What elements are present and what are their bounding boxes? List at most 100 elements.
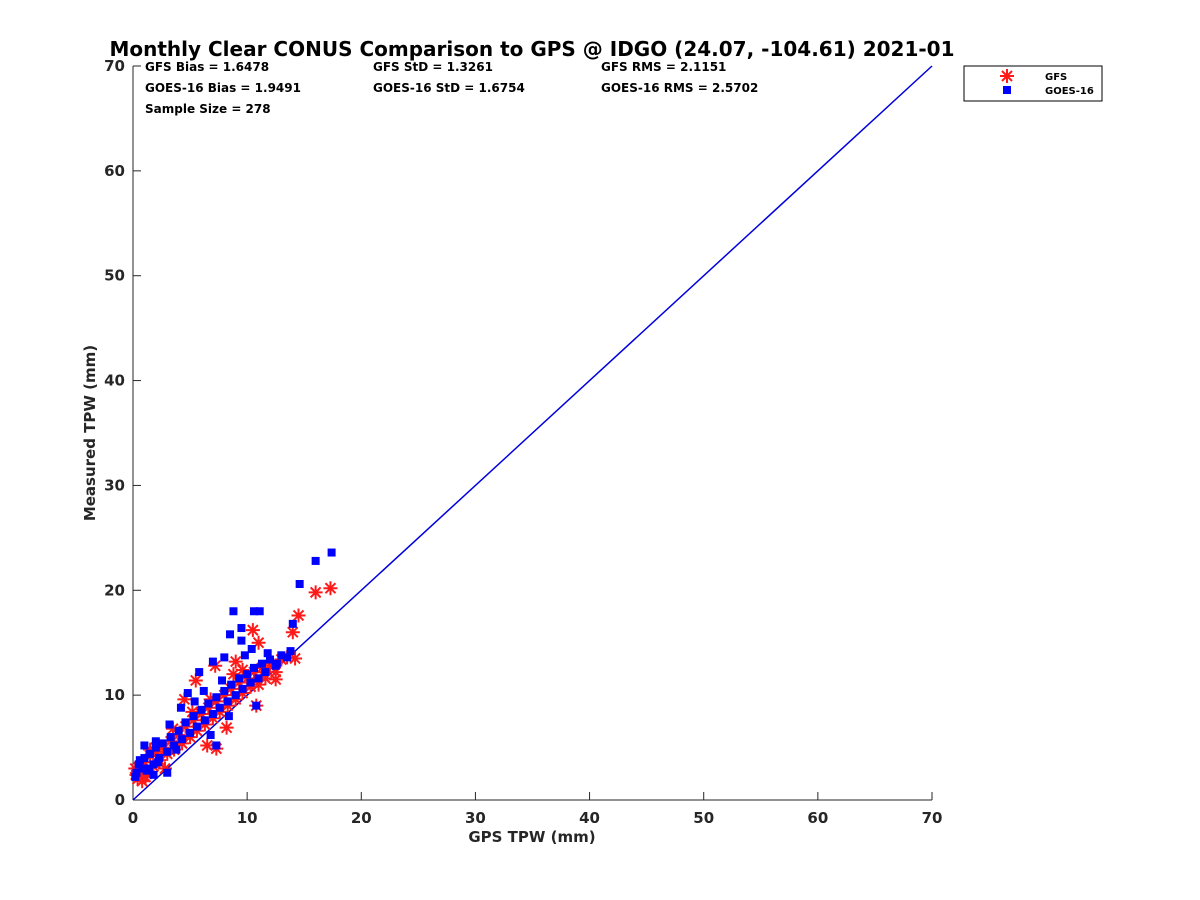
goes-16-point <box>144 764 153 773</box>
goes-16-point <box>163 768 172 777</box>
goes-16-point <box>212 693 221 702</box>
stat-gfs-rms: GFS RMS = 2.1151 <box>601 60 726 74</box>
x-axis-label: GPS TPW (mm) <box>468 828 595 846</box>
goes-16-point <box>149 760 158 769</box>
goes-16-point <box>257 659 266 668</box>
goes-16-point <box>227 680 236 689</box>
gfs-point <box>226 667 241 682</box>
gfs-point <box>189 723 204 738</box>
goes-16-point <box>237 636 246 645</box>
gfs-point <box>291 608 306 623</box>
gfs-point <box>217 688 232 703</box>
legend-box <box>963 65 1103 102</box>
gfs-point <box>228 654 243 669</box>
stat-gfs-std: GFS StD = 1.3261 <box>373 60 493 74</box>
x-tick-label: 70 <box>922 809 943 827</box>
goes-16-point <box>265 655 274 664</box>
goes-16-point <box>288 619 297 628</box>
goes-16-point <box>247 645 256 654</box>
goes-16-point <box>237 624 246 633</box>
stats-block: GFS Bias = 1.6478 GFS StD = 1.3261 GFS R… <box>145 60 758 116</box>
gfs-point <box>243 679 258 694</box>
goes-16-point <box>252 701 261 710</box>
goes-16-point <box>243 670 252 679</box>
legend-gfs-marker <box>1000 69 1014 83</box>
goes-16-point <box>249 663 258 672</box>
goes-16-point <box>263 649 272 658</box>
x-tick-label: 50 <box>693 809 714 827</box>
goes-16-point <box>197 705 206 714</box>
gfs-point <box>143 742 158 757</box>
goes-16-point <box>199 686 208 695</box>
goes-16-point <box>224 712 233 721</box>
goes-16-point <box>183 689 192 698</box>
gfs-point <box>209 694 224 709</box>
goes-16-point <box>229 607 238 616</box>
goes-16-point <box>208 657 217 666</box>
gfs-point <box>186 713 201 728</box>
gfs-point <box>219 720 234 735</box>
x-tick-label: 10 <box>237 809 258 827</box>
goes-16-point <box>215 703 224 712</box>
goes-16-point <box>140 754 149 763</box>
gfs-point <box>262 658 277 673</box>
legend-goes-label: GOES-16 <box>1045 86 1094 97</box>
plot-area: 0 10 20 30 40 50 60 70 0 10 20 30 40 50 60 70 <box>104 57 942 827</box>
goes-16-point <box>231 691 240 700</box>
gfs-point <box>200 738 215 753</box>
gfs-point <box>232 675 247 690</box>
goes-16-point <box>254 674 263 683</box>
gfs-point <box>138 769 153 784</box>
goes-16-point <box>286 647 295 656</box>
goes-16-point <box>151 743 160 752</box>
stat-goes-bias: GOES-16 Bias = 1.9491 <box>145 81 301 95</box>
gfs-point <box>251 635 266 650</box>
y-tick-label: 40 <box>104 372 125 390</box>
goes-16-point <box>186 728 195 737</box>
goes-16-point <box>132 768 141 777</box>
y-tick-label: 0 <box>115 791 125 809</box>
goes-16-point <box>176 703 185 712</box>
gfs-point <box>178 719 193 734</box>
gfs-point <box>285 625 300 640</box>
goes-16-point <box>327 548 336 557</box>
gfs-point <box>246 665 261 680</box>
goes-16-point <box>174 726 183 735</box>
goes-16-point <box>158 739 167 748</box>
chart-title: Monthly Clear CONUS Comparison to GPS @ … <box>109 37 954 61</box>
goes-16-point <box>195 668 204 677</box>
y-tick-label: 30 <box>104 476 125 494</box>
goes-16-point <box>249 607 258 616</box>
goes-16-point <box>154 758 163 767</box>
legend-goes-marker <box>1003 86 1011 94</box>
gfs-point <box>224 681 239 696</box>
goes-16-point <box>283 653 292 662</box>
gfs-point <box>235 662 250 677</box>
goes-16-point <box>138 764 147 773</box>
goes-16-point <box>246 678 255 687</box>
goes-16-point <box>261 668 270 677</box>
goes-16-point <box>166 733 175 742</box>
goes-16-point <box>218 676 227 685</box>
goes-16-point <box>277 651 286 660</box>
gfs-point <box>268 672 283 687</box>
goes-16-point <box>131 772 140 781</box>
gfs-point <box>157 761 172 776</box>
gfs-point <box>201 700 216 715</box>
gfs-point <box>165 721 180 736</box>
goes-16-point <box>155 754 164 763</box>
gfs-point <box>177 692 192 707</box>
gfs-point <box>220 698 235 713</box>
gfs-point <box>308 585 323 600</box>
goes-16-point <box>226 630 235 639</box>
goes-16-point <box>146 749 155 758</box>
gfs-point <box>175 736 190 751</box>
x-tick-label: 20 <box>351 809 372 827</box>
goes-16-point <box>200 716 209 725</box>
goes-16-point <box>178 735 187 744</box>
goes-16-point <box>170 741 179 750</box>
y-tick-label: 10 <box>104 686 125 704</box>
goes-16-point <box>208 710 217 719</box>
gfs-point <box>274 652 289 667</box>
